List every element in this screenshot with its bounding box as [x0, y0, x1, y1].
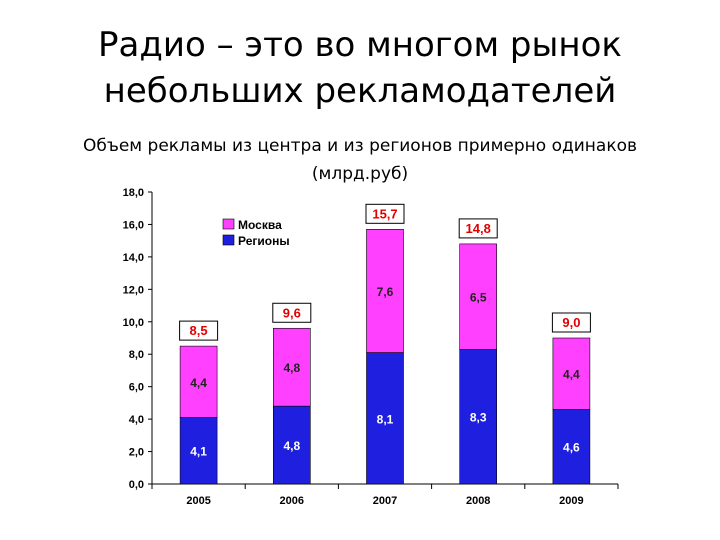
- total-label: 8,5: [190, 323, 208, 338]
- slide-title: Радио – это во многом рынок небольших ре…: [98, 25, 622, 111]
- data-label-regions: 8,1: [377, 412, 394, 426]
- data-label-moscow: 6,5: [470, 291, 487, 305]
- y-tick-label: 16,0: [123, 219, 144, 231]
- total-label-box: [365, 203, 405, 224]
- bar-moscow: [179, 345, 218, 418]
- y-tick-label: 10,0: [123, 317, 144, 329]
- data-label-moscow: 4,4: [190, 376, 207, 390]
- total-label-box: [458, 218, 498, 239]
- data-label-moscow: 4,4: [563, 368, 580, 382]
- data-label-regions: 4,8: [283, 439, 300, 453]
- data-label-moscow: 4,8: [283, 361, 300, 375]
- y-tick-label: 14,0: [123, 252, 144, 264]
- bar-regions: [179, 417, 218, 485]
- x-category-label: 2008: [466, 495, 490, 507]
- legend-label: Москва: [238, 218, 282, 232]
- y-tick-label: 18,0: [123, 187, 144, 199]
- y-tick-label: 12,0: [123, 284, 144, 296]
- bar-moscow: [552, 337, 591, 410]
- y-tick-label: 4,0: [129, 414, 144, 426]
- bar-moscow: [272, 327, 311, 407]
- x-category-label: 2007: [373, 495, 397, 507]
- x-category-label: 2009: [559, 495, 583, 507]
- x-category-label: 2005: [186, 495, 210, 507]
- total-label-box: [272, 302, 312, 323]
- x-category-label: 2006: [280, 495, 304, 507]
- total-label-box: [551, 312, 591, 333]
- bar-regions: [366, 352, 404, 485]
- data-label-moscow: 7,6: [377, 285, 394, 299]
- legend-swatch: [222, 234, 235, 246]
- total-label-box: [179, 320, 219, 341]
- total-label: 9,0: [562, 315, 580, 330]
- bar-moscow: [366, 229, 404, 353]
- bar-moscow: [459, 243, 498, 350]
- y-tick-label: 8,0: [129, 349, 144, 361]
- bar-regions: [272, 405, 311, 485]
- data-label-regions: 4,1: [190, 445, 207, 459]
- legend-swatch: [222, 218, 235, 230]
- y-tick-label: 2,0: [129, 447, 144, 459]
- slide-subtitle: Объем рекламы из центра и из регионов пр…: [82, 136, 638, 184]
- data-label-regions: 4,6: [563, 441, 580, 455]
- total-label: 14,8: [466, 221, 491, 236]
- bar-regions: [552, 409, 591, 485]
- y-tick-label: 6,0: [129, 382, 144, 394]
- y-tick-label: 0,0: [129, 479, 144, 491]
- total-label: 15,7: [372, 206, 397, 221]
- total-label: 9,6: [283, 305, 301, 320]
- legend-label: Регионы: [238, 234, 290, 248]
- data-label-regions: 8,3: [470, 411, 487, 425]
